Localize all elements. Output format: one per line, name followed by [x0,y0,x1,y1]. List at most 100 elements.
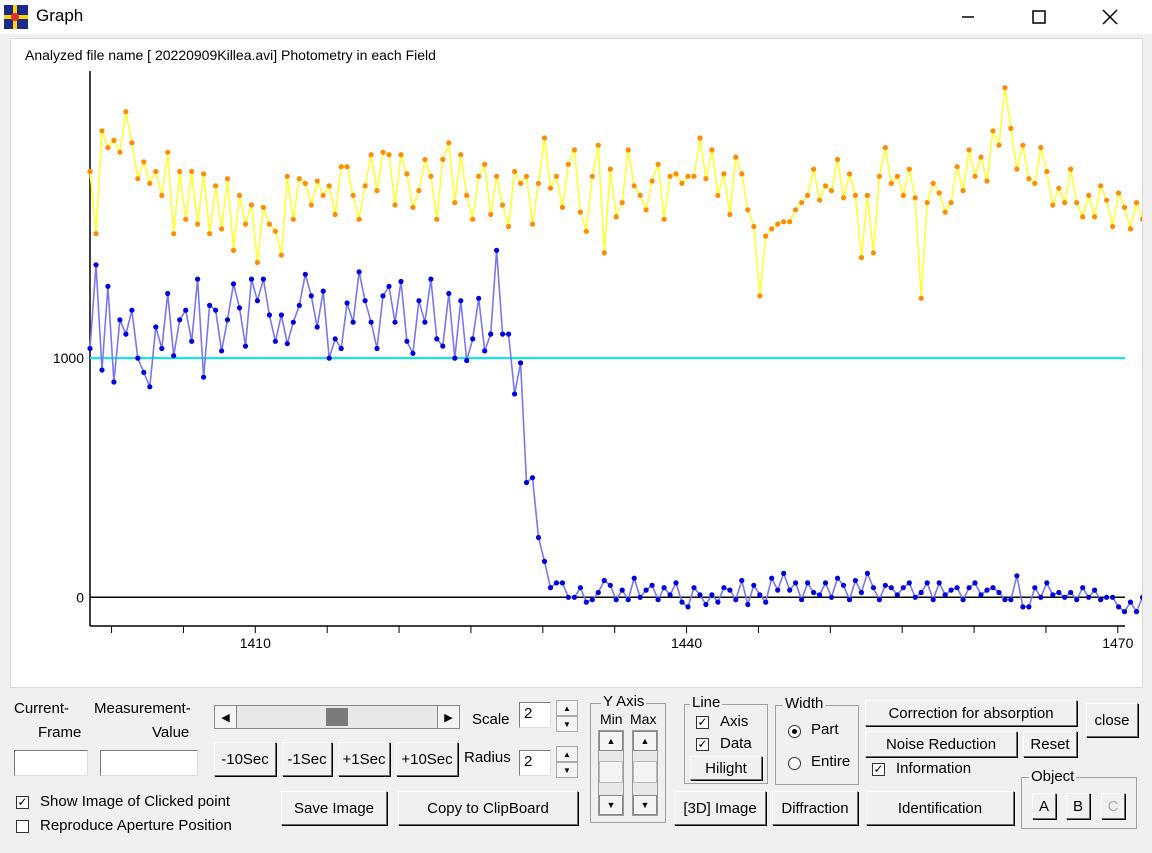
scroll-right-button[interactable]: ▶ [437,706,459,728]
copy-to-clipboard-button[interactable]: Copy to ClipBoard [398,791,578,825]
line-group [684,704,768,784]
data-point [817,197,823,203]
data-point [1008,597,1014,603]
y-min-up-icon[interactable]: ▲ [599,731,623,751]
y-min-down-icon[interactable]: ▼ [599,795,623,815]
correction-absorption-button[interactable]: Correction for absorption [865,700,1077,726]
save-image-button[interactable]: Save Image [281,791,387,825]
data-point [1032,585,1038,591]
object-group-title: Object [1029,768,1077,785]
data-point [117,317,123,323]
measurement-value-field[interactable] [100,750,198,776]
data-point [236,192,243,198]
data-point [1074,597,1080,603]
data-point [1116,604,1122,610]
line-data-checkbox[interactable]: ✓ [696,737,709,751]
plus-10-sec-button[interactable]: +10Sec [396,742,458,776]
close-button[interactable]: close [1086,703,1138,737]
object-a-button[interactable]: A [1032,793,1056,819]
current-frame-field[interactable] [14,750,88,776]
show-image-checkbox[interactable]: ✓ [16,795,29,809]
frame-scrollbar[interactable]: ◀ ▶ [214,705,460,729]
data-point [625,147,631,153]
noise-reduction-button[interactable]: Noise Reduction [865,731,1017,757]
y-min-thumb[interactable] [599,761,623,783]
y-max-thumb[interactable] [633,761,657,783]
diffraction-button[interactable]: Diffraction [772,791,858,825]
scroll-thumb[interactable] [326,708,348,726]
identification-button[interactable]: Identification [866,791,1014,825]
y-axis-min-scrollbar[interactable]: ▲ ▼ [598,730,624,816]
data-point [1104,594,1110,600]
object-b-button[interactable]: B [1066,793,1090,819]
radius-up-icon[interactable]: ▲ [556,746,578,762]
data-point [697,135,703,141]
data-point [1056,185,1062,191]
data-point [1062,594,1068,600]
scale-down-icon[interactable]: ▼ [556,716,578,732]
data-point [960,597,966,603]
line-axis-checkbox[interactable]: ✓ [696,715,709,729]
data-point [571,594,578,600]
data-point [559,204,566,210]
x-tick-label: 1410 [240,635,271,651]
width-entire-radio[interactable] [788,757,801,770]
line-axis-label: Axis [720,713,749,730]
maximize-icon[interactable] [1009,0,1069,34]
y-max-down-icon[interactable]: ▼ [633,795,657,815]
data-point [655,161,661,167]
data-point [547,585,554,591]
minus-10-sec-button[interactable]: -10Sec [214,742,276,776]
data-point [201,374,207,380]
plus-1-sec-button[interactable]: +1Sec [338,742,390,776]
hilight-button[interactable]: Hilight [690,756,762,780]
data-point [948,587,954,593]
data-point [697,592,703,598]
photometry-chart[interactable]: 1410 1440 1470 0 1000 [11,39,1142,687]
information-checkbox[interactable]: ✓ [872,762,885,776]
graph-area[interactable]: Analyzed file name [ 20220909Killea.avi]… [10,38,1143,688]
data-point [1026,176,1032,182]
width-part-radio[interactable] [788,725,801,738]
close-icon[interactable] [1080,0,1140,34]
data-point [637,594,643,600]
data-point [236,305,243,311]
radius-down-icon[interactable]: ▼ [556,762,578,778]
data-point [565,161,572,167]
scale-up-icon[interactable]: ▲ [556,700,578,716]
data-point [159,345,165,352]
series-line-1 [89,250,1142,614]
reproduce-aperture-checkbox[interactable] [16,820,29,833]
data-point [846,171,853,177]
data-point [553,173,560,179]
object-c-button[interactable]: C [1101,793,1125,819]
radius-field[interactable]: 2 [519,750,551,776]
scroll-left-button[interactable]: ◀ [215,706,237,728]
data-point [1121,204,1128,210]
data-point [703,601,709,608]
data-point [506,223,512,230]
data-point [458,298,464,304]
x-tick-label: 1440 [671,635,702,651]
scale-field[interactable]: 2 [519,702,551,728]
radius-spinner[interactable]: ▲ ▼ [556,746,578,778]
scale-spinner[interactable]: ▲ ▼ [556,700,578,732]
data-point [135,176,141,182]
minus-1-sec-button[interactable]: -1Sec [282,742,332,776]
y-max-up-icon[interactable]: ▲ [633,731,657,751]
data-point [386,283,392,289]
data-point [1098,183,1104,189]
data-point [1014,166,1020,172]
minimize-icon[interactable] [938,0,998,34]
reset-button[interactable]: Reset [1023,731,1077,757]
data-point [506,331,512,337]
data-point [410,350,416,356]
data-point [583,599,589,605]
3d-image-button[interactable]: [3D] Image [674,791,766,825]
data-point [900,585,906,591]
data-point [410,204,416,210]
data-point [284,341,290,347]
data-point [500,331,506,337]
data-point [679,180,685,186]
y-axis-max-scrollbar[interactable]: ▲ ▼ [632,730,658,816]
